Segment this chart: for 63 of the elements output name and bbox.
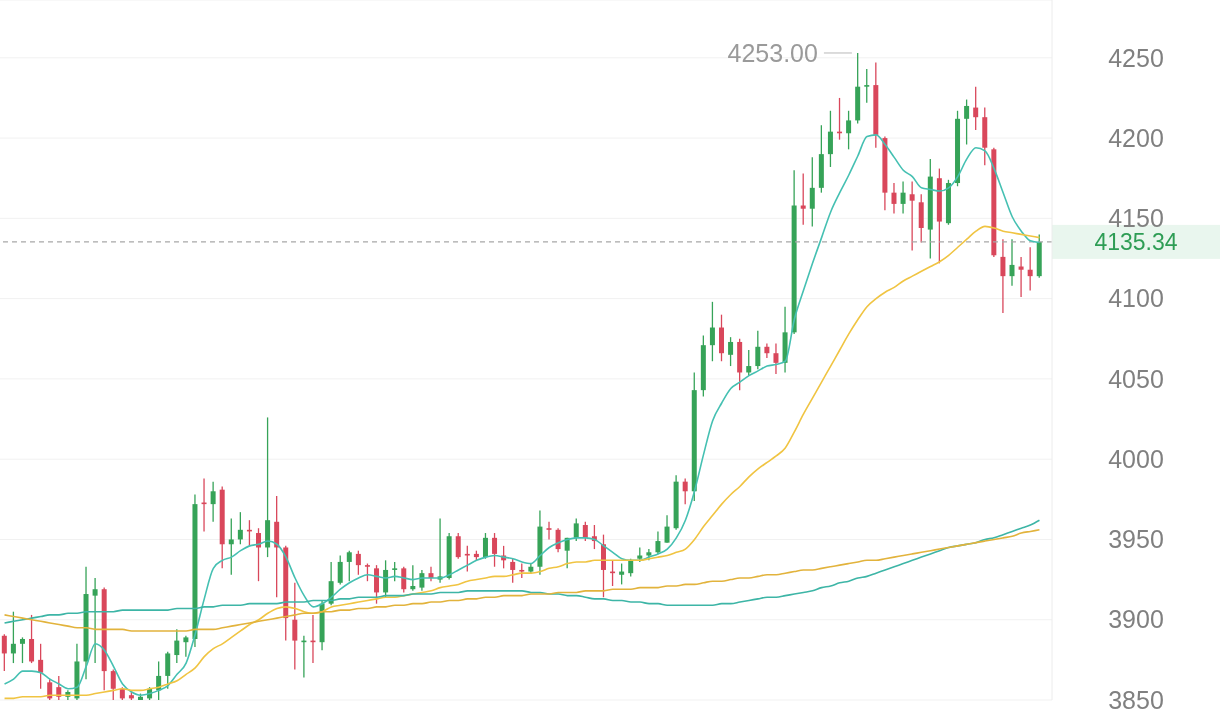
candlestick: [728, 336, 734, 367]
candlestick: [464, 545, 470, 573]
y-tick-label: 4100: [1108, 284, 1164, 313]
candlestick: [1, 633, 7, 672]
candlestick: [492, 532, 498, 568]
candlestick: [482, 532, 488, 560]
candlestick: [174, 628, 180, 664]
candlestick: [392, 561, 398, 582]
y-tick-label: 4200: [1108, 123, 1164, 152]
candlestick: [1000, 238, 1006, 314]
candlestick: [900, 180, 906, 215]
candlestick: [29, 614, 35, 664]
y-tick-label: 4000: [1108, 444, 1164, 473]
candlestick: [165, 651, 171, 690]
candlestick: [573, 517, 579, 542]
line-series: [3, 529, 1041, 632]
line-series: [3, 225, 1041, 700]
candlestick: [800, 172, 806, 226]
candlestick: [1018, 256, 1024, 298]
candlestick: [110, 668, 116, 700]
candlestick: [228, 517, 234, 576]
candlestick: [510, 558, 516, 584]
candlestick: [909, 180, 915, 252]
candlestick: [709, 301, 715, 362]
candlestick: [682, 477, 688, 505]
candlestick: [827, 110, 833, 168]
candlestick: [619, 562, 625, 586]
candlestick: [864, 68, 870, 104]
candlestick: [183, 635, 189, 658]
candlestick: [891, 182, 897, 215]
candlestick: [455, 532, 461, 560]
candlestick: [237, 511, 243, 545]
candlestick: [210, 481, 216, 523]
candlestick: [546, 521, 552, 541]
candlestick: [292, 582, 298, 671]
candlestick: [410, 564, 416, 592]
candlestick: [664, 514, 670, 544]
candlestick: [1027, 246, 1033, 292]
candlestick: [346, 550, 352, 582]
candlestick: [746, 349, 752, 377]
candlestick: [1009, 238, 1015, 287]
y-tick-label: 3850: [1108, 685, 1164, 714]
candlestick: [773, 342, 779, 375]
candlestick: [846, 110, 852, 150]
candlestick: [337, 554, 343, 586]
candlestick: [973, 86, 979, 131]
candlestick: [809, 156, 815, 228]
y-tick-label: 4250: [1108, 43, 1164, 72]
y-tick-label: 3950: [1108, 525, 1164, 554]
candlestick: [355, 550, 361, 576]
candlestick: [755, 330, 761, 370]
candlestick: [964, 98, 970, 146]
candlestick: [555, 527, 561, 553]
candlestick: [582, 521, 588, 542]
y-tick-label: 4050: [1108, 364, 1164, 393]
annotation: 4253.00: [727, 38, 818, 67]
y-tick-label: 3900: [1108, 605, 1164, 634]
candlestick: [38, 643, 44, 690]
candlestick: [92, 577, 98, 664]
candlestick: [401, 566, 407, 594]
candlestick: [10, 611, 16, 664]
candlestick: [19, 636, 25, 664]
candlestick: [655, 530, 661, 555]
